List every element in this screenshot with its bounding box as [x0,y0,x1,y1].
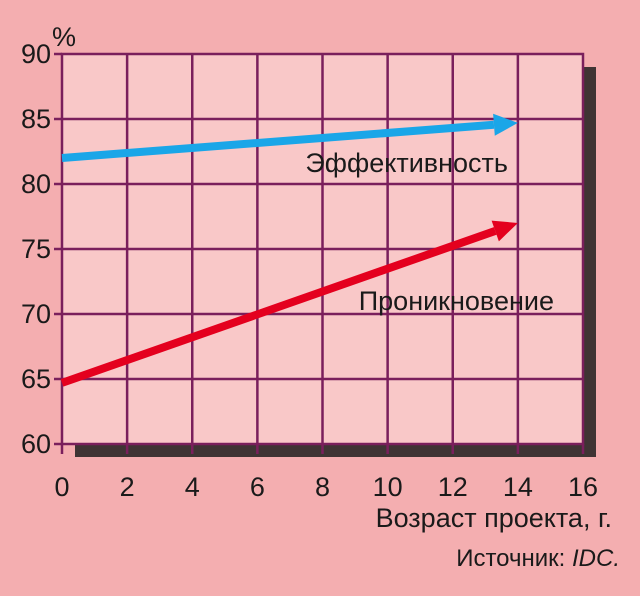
y-axis-unit: % [52,22,76,52]
y-tick-label-70: 70 [21,299,51,329]
gridlines [54,52,585,454]
source-name: IDC. [572,545,620,572]
x-tick-label-2: 2 [120,472,135,502]
series-line-1 [60,227,497,387]
x-tick-label-8: 8 [315,472,330,502]
y-tick-labels: 60 65 70 75 80 85 90 [21,39,51,459]
x-tick-label-6: 6 [250,472,265,502]
x-tick-label-4: 4 [185,472,200,502]
x-tick-label-14: 14 [503,472,533,502]
series-label-efficiency: Эффективность [305,148,508,178]
x-axis-label: Возраст проекта, г. [376,503,612,533]
source-prefix: Источник: [456,545,572,572]
series-group [60,113,518,387]
x-tick-label-10: 10 [373,472,403,502]
y-tick-label-85: 85 [21,104,51,134]
series-arrowhead-0 [493,113,518,136]
y-tick-label-80: 80 [21,169,51,199]
y-tick-label-90: 90 [21,39,51,69]
x-tick-labels: 0 2 4 6 8 10 12 14 16 [54,472,598,502]
x-tick-label-12: 12 [438,472,468,502]
y-tick-label-60: 60 [21,429,51,459]
series-label-penetration: Проникновение [359,286,554,316]
series-arrowhead-1 [491,220,518,242]
x-tick-label-0: 0 [54,472,69,502]
source-note: Источник: IDC. [456,545,620,572]
x-tick-label-16: 16 [568,472,598,502]
y-tick-label-65: 65 [21,364,51,394]
series-line-0 [61,120,495,162]
y-tick-label-75: 75 [21,234,51,264]
